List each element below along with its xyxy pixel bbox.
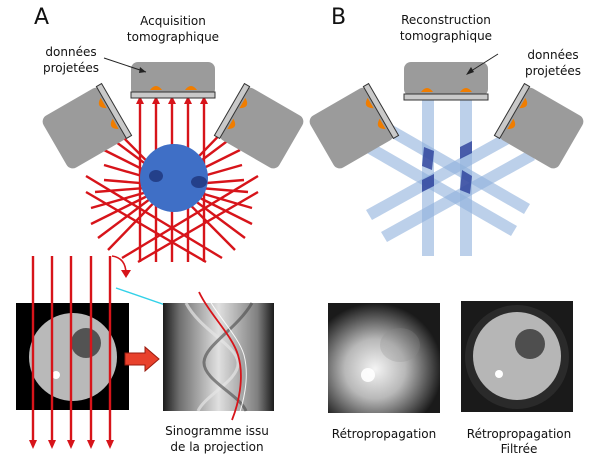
filtered-label-line1: Rétropropagation xyxy=(466,427,572,441)
backprojection-image xyxy=(328,303,440,413)
parallel-ray-arrowheads xyxy=(29,440,114,449)
acquisition-title-line1: Acquisition xyxy=(140,14,206,28)
detector-label-b-line2: projetées xyxy=(524,64,582,78)
transform-arrow xyxy=(124,345,160,373)
data-label-pointer-b xyxy=(466,53,499,75)
data-label-pointer xyxy=(103,57,147,73)
detector-b-top xyxy=(403,62,489,101)
sinogram-image xyxy=(163,291,274,421)
filtered-backprojection-image xyxy=(461,301,573,412)
filtered-label-line2: Filtrée xyxy=(500,442,538,456)
sinogram-caption-line2: de la projection xyxy=(170,440,264,454)
detector-b-left xyxy=(309,82,400,169)
scanned-object xyxy=(140,144,208,212)
reconstruction-title-line1: Reconstruction xyxy=(401,13,491,27)
detector-b-right xyxy=(493,82,584,169)
detector-right xyxy=(213,82,304,169)
reconstruction-panel xyxy=(309,53,584,256)
rotation-arrow xyxy=(111,255,131,278)
detector-label-a-line1: données xyxy=(45,45,97,59)
backprojection-beams xyxy=(365,100,535,256)
backprojection-label: Rétropropagation xyxy=(331,427,437,441)
parallel-rays xyxy=(31,256,112,444)
detector-top xyxy=(130,62,216,99)
panel-b-letter: B xyxy=(331,5,347,30)
sinogram-caption-line1: Sinogramme issu xyxy=(165,424,269,438)
detector-label-a-line2: projetées xyxy=(42,61,100,75)
acquisition-title-line2: tomographique xyxy=(126,30,220,44)
detector-left xyxy=(42,82,133,169)
sinogram-section xyxy=(16,255,274,449)
panel-a-letter: A xyxy=(34,5,50,30)
acquisition-panel xyxy=(42,57,304,264)
beam-overlap xyxy=(422,141,472,194)
reconstruction-title-line2: tomographique xyxy=(399,29,493,43)
detector-label-b-line1: données xyxy=(527,48,579,62)
